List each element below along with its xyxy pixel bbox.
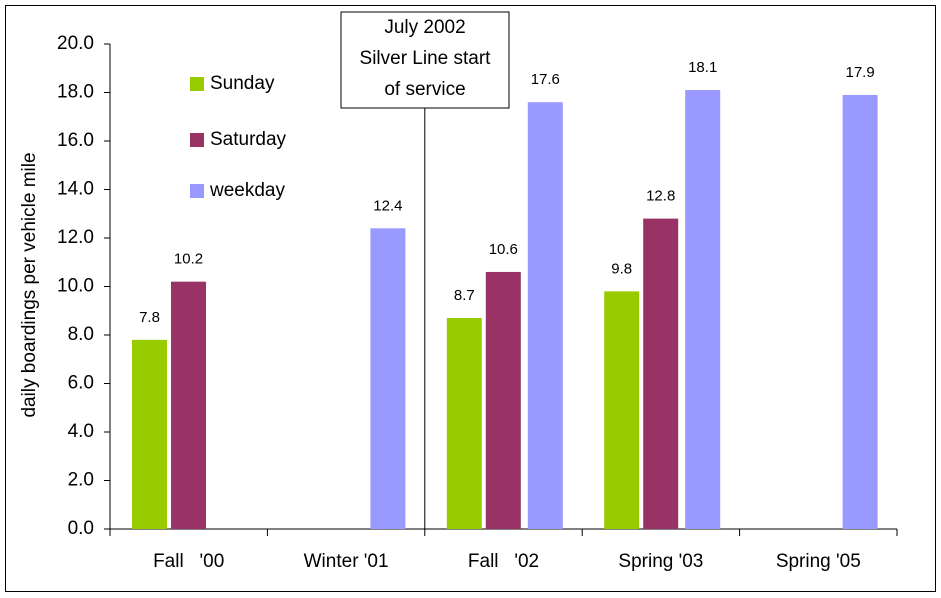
y-tick-label: 12.0	[57, 227, 94, 248]
bar	[370, 228, 406, 530]
bar	[842, 94, 878, 530]
legend-label: Saturday	[210, 129, 287, 150]
data-label: 17.9	[845, 64, 874, 81]
data-label: 8.7	[454, 287, 475, 304]
bar	[132, 339, 167, 529]
bar	[685, 90, 721, 529]
y-axis-label: daily boardings per vehicle mile	[19, 152, 40, 417]
bar	[485, 271, 521, 529]
y-tick-label: 2.0	[68, 470, 94, 491]
annotation-text: of service	[384, 79, 465, 100]
data-label: 12.4	[373, 197, 402, 214]
data-label: 17.6	[531, 71, 560, 88]
x-tick-label: Fall '00	[153, 551, 224, 572]
y-tick-label: 8.0	[68, 324, 94, 345]
y-tick-label: 20.0	[57, 33, 94, 54]
y-tick-label: 14.0	[57, 179, 94, 200]
y-tick-label: 16.0	[57, 130, 94, 151]
bar	[604, 291, 640, 529]
data-label: 12.8	[646, 188, 675, 205]
y-tick-label: 6.0	[68, 373, 94, 394]
data-label: 9.8	[611, 260, 632, 277]
annotation-text: July 2002	[384, 17, 465, 38]
y-tick-label: 0.0	[68, 518, 94, 539]
legend-swatch	[190, 133, 204, 147]
y-tick-label: 10.0	[57, 276, 94, 297]
legend-swatch	[190, 184, 204, 198]
legend-label: weekday	[209, 180, 285, 201]
x-tick-label: Winter '01	[304, 551, 389, 572]
data-label: 18.1	[688, 59, 717, 76]
x-tick-label: Spring '03	[618, 551, 703, 572]
x-tick-label: Spring '05	[776, 551, 861, 572]
data-label: 7.8	[139, 309, 160, 326]
annotation-box	[340, 11, 510, 109]
data-label: 10.6	[489, 241, 518, 258]
y-tick-label: 18.0	[57, 82, 94, 103]
legend-swatch	[190, 77, 204, 91]
y-tick-label: 4.0	[68, 421, 94, 442]
legend-label: Sunday	[210, 73, 275, 94]
bar	[446, 318, 482, 529]
annotation-text: Silver Line start	[360, 48, 492, 69]
bar	[527, 102, 563, 529]
x-tick-label: Fall '02	[468, 551, 539, 572]
bar	[643, 218, 679, 529]
data-label: 10.2	[174, 251, 203, 268]
bar	[171, 281, 206, 529]
